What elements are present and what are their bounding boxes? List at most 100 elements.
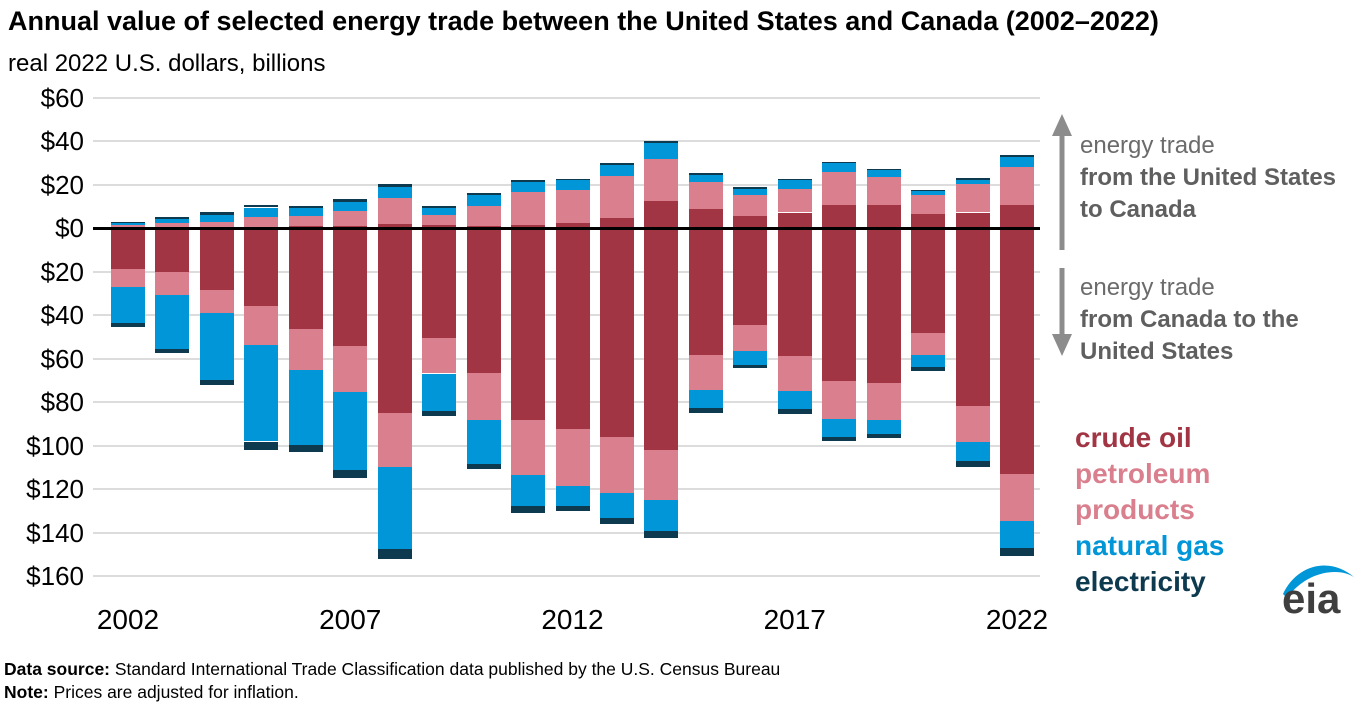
bar-segment-crude-oil — [955, 228, 990, 406]
bar-segment-petroleum-products — [733, 195, 768, 216]
y-tick-label: $40 — [40, 126, 84, 157]
legend-item-crude-oil: crude oil — [1075, 422, 1192, 453]
bar-segment-petroleum-products — [199, 221, 234, 228]
bar-segment-natural-gas — [733, 351, 768, 365]
y-tick-label: $140 — [26, 517, 84, 548]
bar-segment-natural-gas — [555, 486, 590, 506]
bar-segment-natural-gas — [911, 354, 946, 368]
legend: crude oil petroleum products natural gas el… — [1075, 420, 1307, 600]
bar-segment-petroleum-products — [911, 333, 946, 355]
bar-segment-natural-gas — [777, 390, 812, 410]
bar-segment-electricity — [199, 380, 234, 386]
bar-segment-electricity — [155, 348, 190, 354]
bar-segment-crude-oil — [911, 214, 946, 229]
bar-segment-electricity — [688, 408, 723, 414]
bar-segment-crude-oil — [555, 228, 590, 429]
bar-segment-natural-gas — [511, 474, 546, 506]
bar-segment-petroleum-products — [644, 158, 679, 202]
bar-segment-natural-gas — [644, 143, 679, 159]
bar-segment-natural-gas — [644, 500, 679, 531]
annotation-canada-to-us-line1: energy trade — [1080, 274, 1215, 301]
bar-segment-natural-gas — [511, 181, 546, 193]
bar-segment-natural-gas — [822, 418, 857, 437]
annotation-canada-to-us: energy trade from Canada to the United S… — [1080, 272, 1348, 368]
eia-logo-text: eia — [1282, 575, 1341, 616]
bar-segment-crude-oil — [199, 228, 234, 291]
bar-segment-petroleum-products — [244, 216, 279, 227]
bar-segment-electricity — [1000, 548, 1034, 556]
bar-segment-electricity — [466, 192, 501, 195]
bar-segment-petroleum-products — [555, 428, 590, 487]
bar-segment-electricity — [155, 216, 190, 219]
bar-segment-crude-oil — [822, 204, 857, 229]
bar-segment-natural-gas — [288, 370, 323, 445]
bar-segment-crude-oil — [333, 228, 368, 347]
zero-axis-line — [93, 226, 1040, 230]
bar-segment-crude-oil — [1000, 228, 1034, 474]
bar-segment-petroleum-products — [511, 192, 546, 225]
bar-segment-natural-gas — [1000, 521, 1034, 549]
annotation-canada-to-us-line2: from Canada to the United States — [1080, 306, 1299, 365]
bar-segment-electricity — [777, 178, 812, 180]
bar-segment-natural-gas — [822, 163, 857, 172]
bar-segment-electricity — [511, 179, 546, 182]
gridline — [93, 97, 1040, 99]
bar-segment-crude-oil — [644, 201, 679, 229]
bar-segment-petroleum-products — [955, 184, 990, 213]
bar-segment-natural-gas — [111, 222, 145, 226]
bar-segment-electricity — [866, 433, 901, 439]
y-tick-label: $100 — [26, 430, 84, 461]
plot-area: 2002 2007 2012 2017 2022 — [93, 97, 1048, 635]
bar-segment-natural-gas — [288, 208, 323, 217]
bar-segment-petroleum-products — [688, 355, 723, 391]
bar-segment-crude-oil — [555, 223, 590, 229]
bar-segment-petroleum-products — [288, 216, 323, 226]
bar-segment-natural-gas — [955, 441, 990, 462]
bar-segment-crude-oil — [866, 205, 901, 229]
bar-segment-electricity — [955, 461, 990, 467]
legend-item-natural-gas: natural gas — [1075, 530, 1225, 561]
bar-segment-natural-gas — [688, 175, 723, 183]
x-tick-label: 2007 — [319, 604, 382, 635]
data-source-text: Standard International Trade Classificat… — [110, 659, 781, 679]
bar-segment-crude-oil — [777, 228, 812, 357]
gridline — [93, 575, 1040, 577]
footer: Data source: Standard International Trad… — [4, 658, 780, 704]
bar-segment-natural-gas — [155, 294, 190, 349]
bar-segment-electricity — [288, 205, 323, 209]
bar-segment-natural-gas — [377, 467, 412, 549]
note-text: Prices are adjusted for inflation. — [48, 682, 299, 702]
bar-segment-electricity — [644, 141, 679, 144]
bar-segment-petroleum-products — [377, 197, 412, 224]
bar-segment-petroleum-products — [422, 337, 457, 374]
bar-segment-natural-gas — [377, 186, 412, 198]
bar-segment-petroleum-products — [599, 176, 634, 218]
annotation-us-to-canada-line2: from the United States to Canada — [1080, 164, 1337, 223]
bar-segment-crude-oil — [288, 228, 323, 329]
bar-segment-natural-gas — [599, 493, 634, 518]
y-tick-label: $20 — [40, 256, 84, 287]
bar-segment-crude-oil — [688, 228, 723, 356]
bar-segment-electricity — [422, 205, 457, 208]
bar-segment-petroleum-products — [155, 223, 190, 228]
bar-segment-petroleum-products — [422, 214, 457, 226]
bar-segment-natural-gas — [333, 391, 368, 470]
bar-segment-petroleum-products — [333, 346, 368, 392]
chart-subtitle: real 2022 U.S. dollars, billions — [8, 50, 326, 77]
bar-segment-crude-oil — [422, 225, 457, 229]
data-source-line: Data source: Standard International Trad… — [4, 658, 780, 681]
bar-segment-crude-oil — [599, 228, 634, 437]
bar-segment-electricity — [688, 173, 723, 176]
bar-segment-natural-gas — [866, 170, 901, 178]
bar-segment-natural-gas — [333, 202, 368, 211]
bar-segment-natural-gas — [199, 313, 234, 380]
bar-segment-electricity — [466, 464, 501, 470]
y-axis-labels: $60 $40 $20 $0 $20 $40 $60 $80 $100 $120 $140 $160 — [0, 84, 84, 590]
bar-segment-natural-gas — [555, 180, 590, 190]
bar-segment-electricity — [111, 323, 145, 327]
y-tick-label: $160 — [26, 561, 84, 591]
bar-segment-electricity — [555, 179, 590, 181]
bar-segment-crude-oil — [511, 224, 546, 229]
bar-segment-petroleum-products — [1000, 473, 1034, 522]
bar-segment-electricity — [777, 409, 812, 415]
